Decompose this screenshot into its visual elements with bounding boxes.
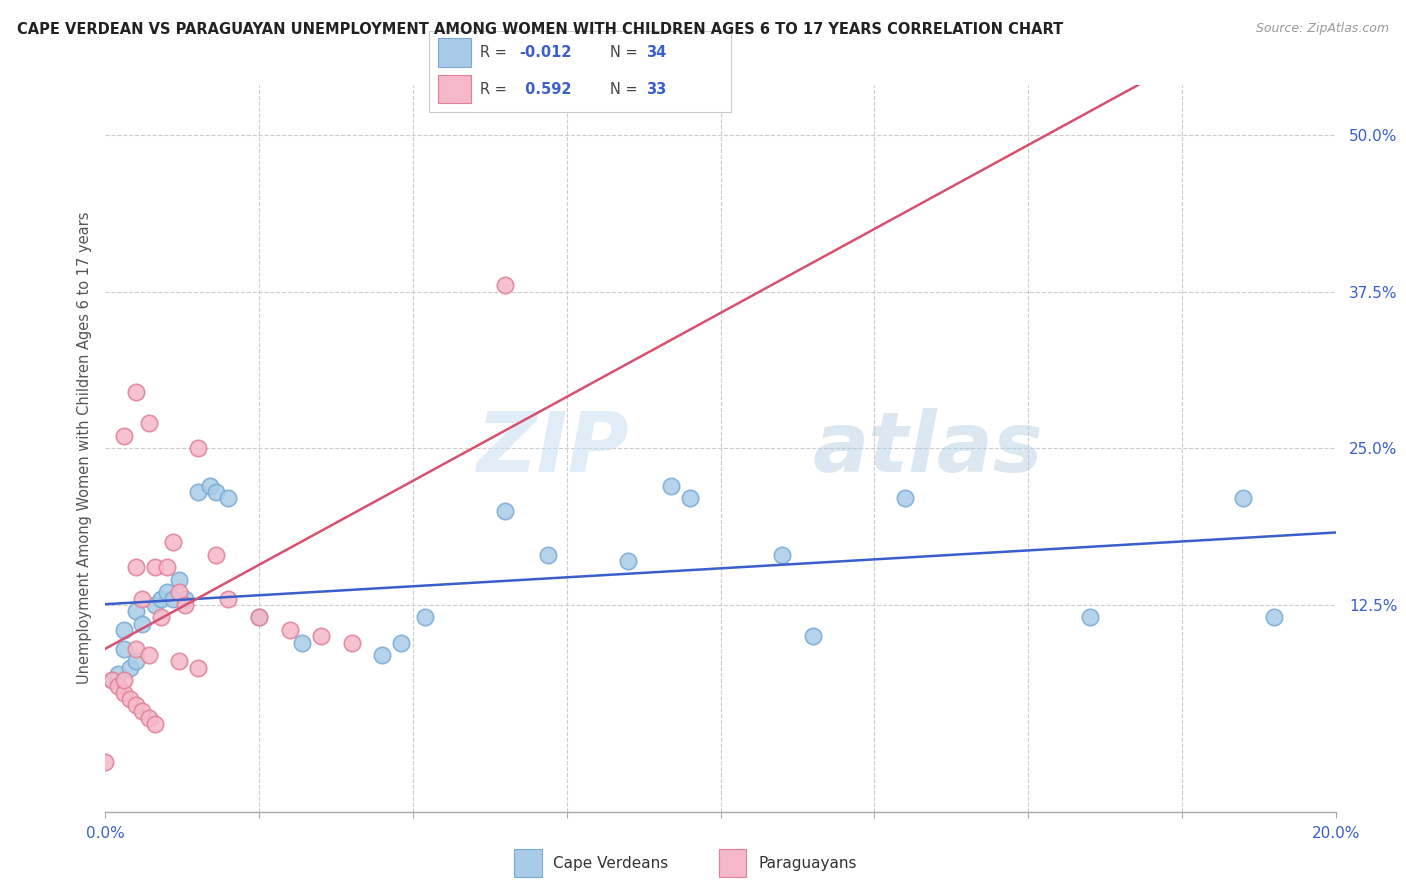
Point (143, 560, 166, 574)
Text: atlas: atlas (813, 408, 1043, 489)
Text: Cape Verdeans: Cape Verdeans (554, 855, 669, 871)
Point (149, 591, 172, 606)
Point (247, 610, 270, 624)
Y-axis label: Unemployment Among Women with Children Ages 6 to 17 years: Unemployment Among Women with Children A… (76, 212, 91, 684)
Point (169, 573, 191, 587)
Point (661, 479, 683, 493)
Point (156, 560, 179, 574)
Point (131, 616, 153, 631)
Bar (515, 849, 541, 877)
Point (112, 623, 135, 637)
Point (112, 686, 135, 700)
Text: ZIP: ZIP (475, 408, 628, 489)
Point (187, 485, 209, 500)
Point (770, 548, 793, 562)
Point (138, 416, 160, 430)
Point (107, 679, 129, 693)
Point (247, 610, 270, 624)
Point (187, 442, 209, 455)
Point (1263, 610, 1285, 624)
Point (125, 384, 148, 399)
Point (278, 623, 301, 637)
Point (125, 641, 148, 656)
Point (537, 548, 560, 562)
Point (125, 698, 148, 713)
Point (169, 585, 191, 599)
Point (1078, 610, 1101, 624)
Point (156, 585, 179, 599)
Point (389, 635, 412, 649)
Point (112, 428, 135, 442)
Point (149, 610, 172, 624)
Text: R =: R = (481, 45, 512, 60)
Point (112, 673, 135, 687)
Point (187, 660, 209, 674)
Text: Paraguayans: Paraguayans (758, 855, 856, 871)
Point (309, 629, 332, 643)
Text: -0.012: -0.012 (520, 45, 572, 60)
Point (174, 598, 197, 612)
Point (94, 755, 117, 769)
Text: N =: N = (610, 81, 643, 96)
Bar (437, 37, 471, 67)
Point (120, 660, 141, 674)
Point (205, 548, 228, 562)
Text: Source: ZipAtlas.com: Source: ZipAtlas.com (1256, 22, 1389, 36)
Point (131, 591, 153, 606)
Point (131, 705, 153, 719)
Point (169, 654, 191, 668)
Point (100, 673, 122, 687)
Point (679, 491, 702, 506)
Text: 34: 34 (647, 45, 666, 60)
Point (143, 717, 166, 731)
Text: CAPE VERDEAN VS PARAGUAYAN UNEMPLOYMENT AMONG WOMEN WITH CHILDREN AGES 6 TO 17 Y: CAPE VERDEAN VS PARAGUAYAN UNEMPLOYMENT … (17, 22, 1063, 37)
Point (801, 629, 824, 643)
Text: 33: 33 (647, 81, 666, 96)
Bar (718, 849, 747, 877)
Text: 0.592: 0.592 (520, 81, 571, 96)
Point (162, 535, 184, 549)
Point (494, 278, 516, 293)
Point (371, 648, 394, 662)
Point (174, 591, 197, 606)
Point (218, 491, 240, 506)
Point (138, 711, 160, 725)
Point (107, 666, 129, 681)
Point (205, 485, 228, 500)
Text: R =: R = (481, 81, 512, 96)
Text: N =: N = (610, 45, 643, 60)
Point (1232, 491, 1254, 506)
Bar (437, 75, 471, 103)
Point (617, 554, 640, 568)
Point (494, 504, 516, 518)
Point (413, 610, 436, 624)
Point (143, 598, 166, 612)
Point (125, 560, 148, 574)
Point (162, 591, 184, 606)
Point (198, 479, 221, 493)
Point (138, 648, 160, 662)
Point (125, 604, 148, 618)
Point (340, 635, 363, 649)
Point (894, 491, 917, 506)
Point (291, 635, 314, 649)
Point (100, 673, 122, 687)
Point (112, 641, 135, 656)
Point (125, 654, 148, 668)
Point (218, 591, 240, 606)
Point (120, 692, 141, 706)
